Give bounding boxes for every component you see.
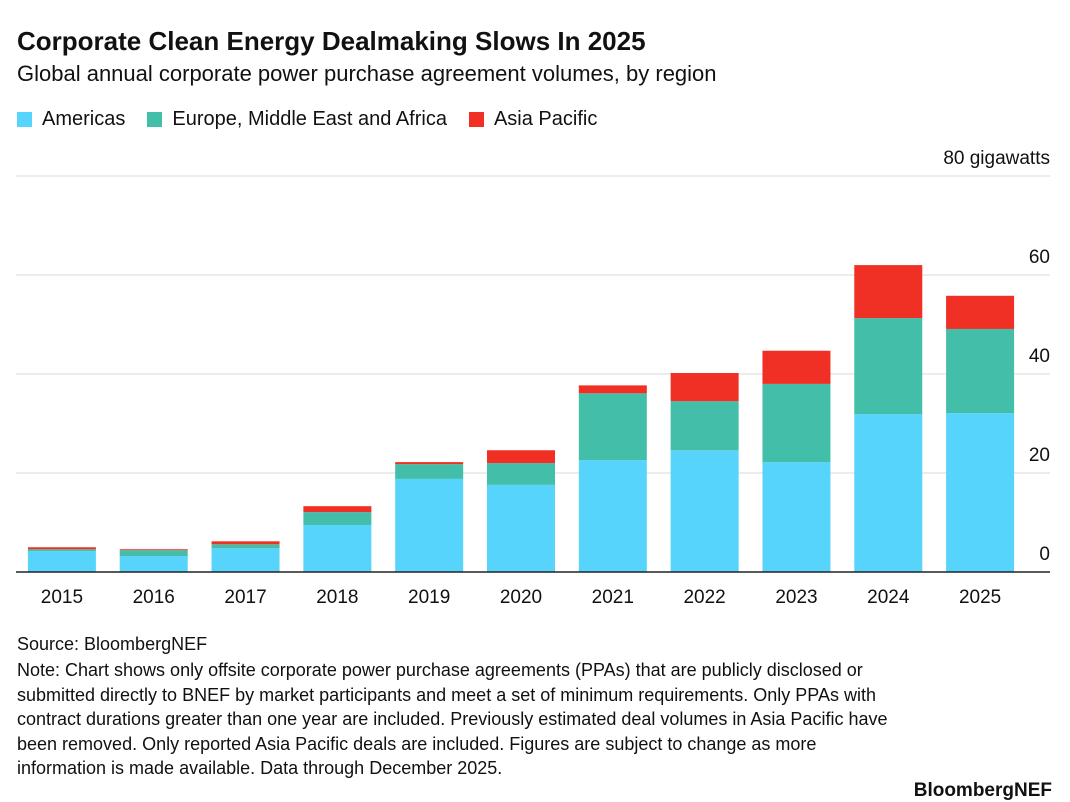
bar-segment: [27, 549, 96, 552]
chart-title: Corporate Clean Energy Dealmaking Slows …: [17, 26, 646, 56]
bar-segment: [946, 295, 1015, 329]
legend-swatch: [17, 112, 32, 127]
bar-segment: [578, 385, 647, 394]
note: Note: Chart shows only offsite corporate…: [17, 660, 888, 779]
bar-segment: [119, 549, 188, 551]
bar-segment: [303, 512, 372, 525]
bar-segment: [27, 547, 96, 550]
bar-segment: [119, 550, 188, 557]
bar-segment: [303, 506, 372, 513]
bar-segment: [487, 463, 555, 485]
bar-segment: [670, 373, 739, 402]
bar-segment: [670, 401, 739, 451]
x-tick-label: 2020: [500, 587, 542, 608]
bar-segment: [211, 548, 280, 572]
bar-segment: [395, 464, 464, 479]
bar-segment: [762, 462, 831, 572]
bar-segment: [854, 318, 923, 415]
bar-segment: [211, 541, 280, 545]
y-tick-label: 80 gigawatts: [943, 148, 1050, 169]
bar-segment: [487, 484, 555, 572]
x-tick-label: 2021: [592, 587, 634, 608]
x-tick-label: 2019: [408, 587, 450, 608]
bar-segment: [303, 524, 372, 572]
bar-segment: [395, 478, 464, 572]
chart-subtitle: Global annual corporate power purchase a…: [17, 61, 717, 86]
x-tick-label: 2016: [133, 587, 175, 608]
bar-segment: [578, 393, 647, 461]
bar-segment: [395, 462, 464, 465]
bar-segment: [211, 544, 280, 549]
x-tick-label: 2017: [224, 587, 266, 608]
bar-segment: [762, 383, 831, 463]
bar-segment: [946, 413, 1015, 572]
x-tick-label: 2015: [41, 587, 83, 608]
legend-item: Europe, Middle East and Africa: [147, 108, 447, 131]
legend-label: Americas: [42, 108, 126, 130]
x-tick-label: 2024: [867, 587, 910, 608]
bar-segment: [119, 556, 188, 572]
bar-segment: [762, 350, 831, 384]
x-tick-label: 2025: [959, 587, 1001, 608]
brand: BloombergNEF: [913, 780, 1052, 801]
x-tick-label: 2023: [775, 587, 817, 608]
y-tick-label: 40: [1029, 346, 1050, 367]
source: Source: BloombergNEF: [17, 634, 208, 654]
bar-segment: [487, 450, 555, 464]
y-tick-label: 20: [1029, 445, 1050, 466]
bar-segment: [27, 551, 96, 572]
bar-segment: [578, 460, 647, 572]
bar-segment: [946, 328, 1015, 414]
legend-label: Europe, Middle East and Africa: [172, 108, 447, 130]
y-tick-label: 60: [1029, 247, 1050, 268]
bar-segment: [670, 450, 739, 572]
legend-swatch: [147, 112, 163, 127]
y-tick-label: 0: [1039, 544, 1050, 565]
bar-segment: [854, 265, 923, 319]
legend-item: Americas: [17, 108, 125, 131]
x-tick-label: 2018: [316, 587, 358, 608]
legend: Americas Europe, Middle East and Africa As…: [17, 108, 597, 131]
legend-swatch: [468, 112, 484, 127]
legend-item: Asia Pacific: [468, 108, 598, 131]
x-tick-label: 2022: [683, 587, 725, 608]
legend-label: Asia Pacific: [493, 108, 598, 130]
bar-segment: [854, 414, 923, 572]
